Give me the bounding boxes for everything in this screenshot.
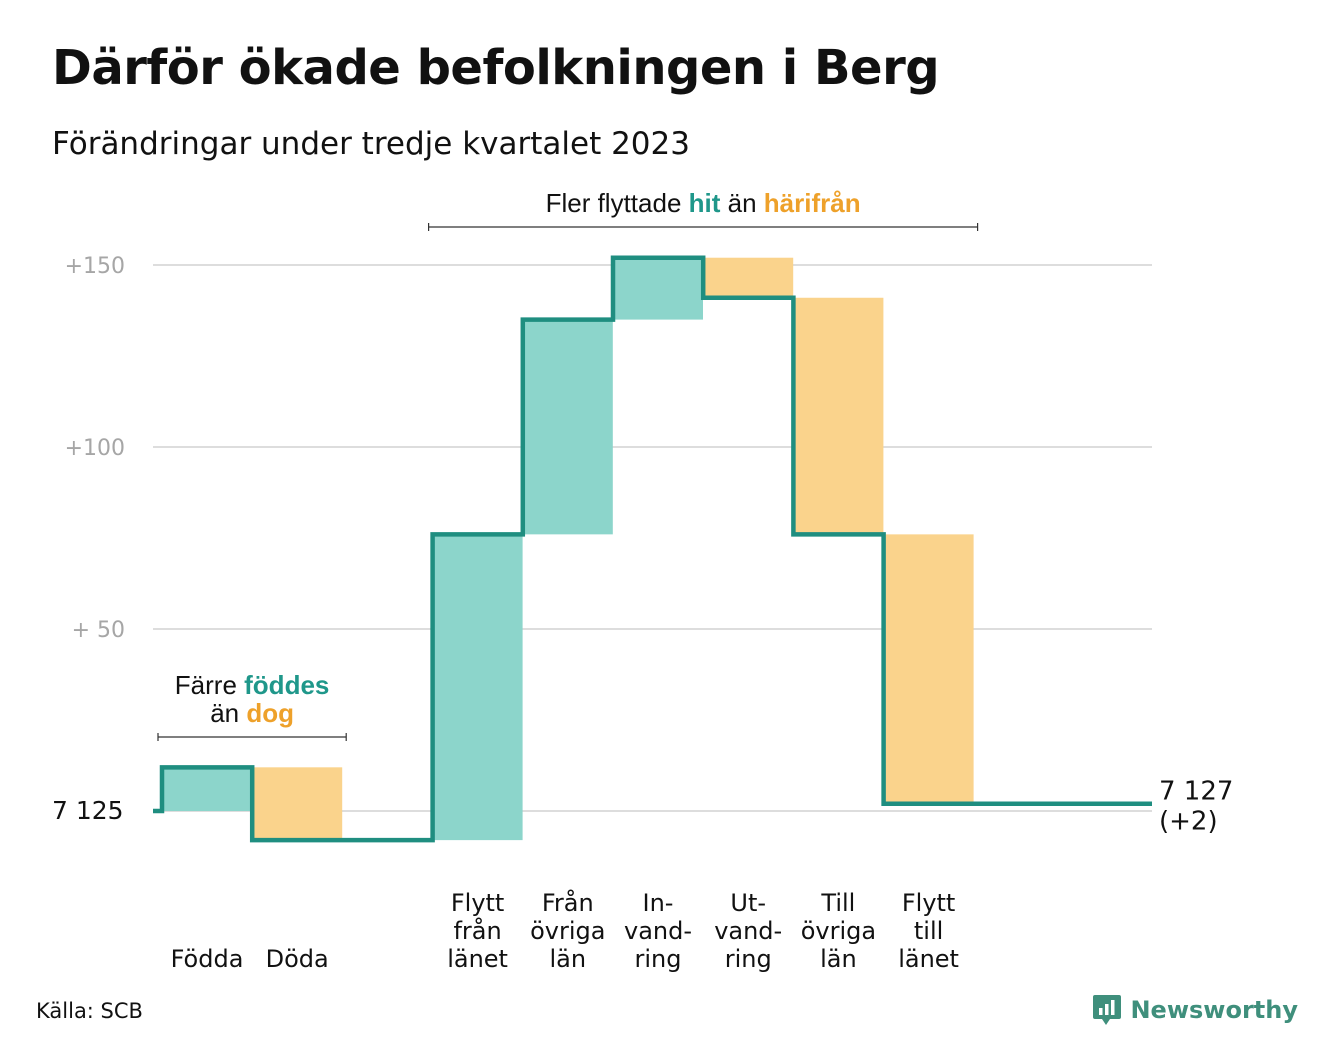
category-label: län xyxy=(820,945,857,973)
waterfall-bar xyxy=(613,257,703,320)
waterfall-bar xyxy=(703,257,794,298)
annotation-segment: föddes xyxy=(244,670,329,700)
annotation-segment: dog xyxy=(246,698,294,728)
category-label: övriga xyxy=(801,917,876,945)
category-label: Födda xyxy=(171,945,244,973)
annotation-segment: hit xyxy=(689,188,721,218)
category-label: vand- xyxy=(624,917,692,945)
end-change-label: (+2) xyxy=(1159,807,1218,837)
start-value-label: 7 125 xyxy=(52,796,124,825)
annotation-text: än dog xyxy=(210,698,294,728)
category-label: Döda xyxy=(266,945,329,973)
category-label: Till xyxy=(820,889,855,917)
category-label: Ut- xyxy=(730,889,766,917)
category-label: ring xyxy=(725,945,772,973)
category-label: ring xyxy=(635,945,682,973)
waterfall-bar xyxy=(432,534,523,841)
waterfall-bar xyxy=(522,319,613,535)
category-label: Från xyxy=(542,888,594,917)
category-label: vand- xyxy=(714,917,782,945)
category-label: länet xyxy=(898,945,959,973)
category-label: till xyxy=(914,917,943,945)
category-label: länet xyxy=(447,945,508,973)
cumulative-step-line xyxy=(153,255,1152,843)
category-label: övriga xyxy=(530,917,605,945)
category-label: Flytt xyxy=(451,889,505,917)
y-tick-label: +150 xyxy=(65,254,125,279)
chart-title: Därför ökade befolkningen i Berg xyxy=(52,40,940,96)
category-label: Flytt xyxy=(902,889,956,917)
annotation-segment: Färre xyxy=(175,670,244,700)
category-label: In- xyxy=(643,889,674,917)
newsworthy-logo-icon xyxy=(1093,995,1122,1025)
annotation-segment: Fler flyttade xyxy=(546,188,689,218)
category-label: från xyxy=(453,916,501,945)
brand-logo: Newsworthy xyxy=(1092,993,1298,1027)
end-value-label: 7 127 xyxy=(1159,777,1233,807)
annotation-segment: än xyxy=(720,188,763,218)
waterfall-bar xyxy=(162,767,252,811)
annotation-segment: än xyxy=(210,698,246,728)
annotation-text: Färre föddes xyxy=(175,670,330,700)
y-tick-label: + 50 xyxy=(72,618,125,643)
waterfall-bar xyxy=(252,767,343,841)
waterfall-bar xyxy=(793,297,884,535)
chart-subtitle: Förändringar under tredje kvartalet 2023 xyxy=(52,126,690,162)
waterfall-bar xyxy=(883,534,974,804)
y-tick-label: +100 xyxy=(65,436,125,461)
annotation-segment: härifrån xyxy=(764,188,861,218)
category-label: län xyxy=(550,945,587,973)
brand-name: Newsworthy xyxy=(1130,996,1298,1024)
source-note: Källa: SCB xyxy=(36,999,143,1023)
annotation-text: Fler flyttade hit än härifrån xyxy=(546,188,861,218)
